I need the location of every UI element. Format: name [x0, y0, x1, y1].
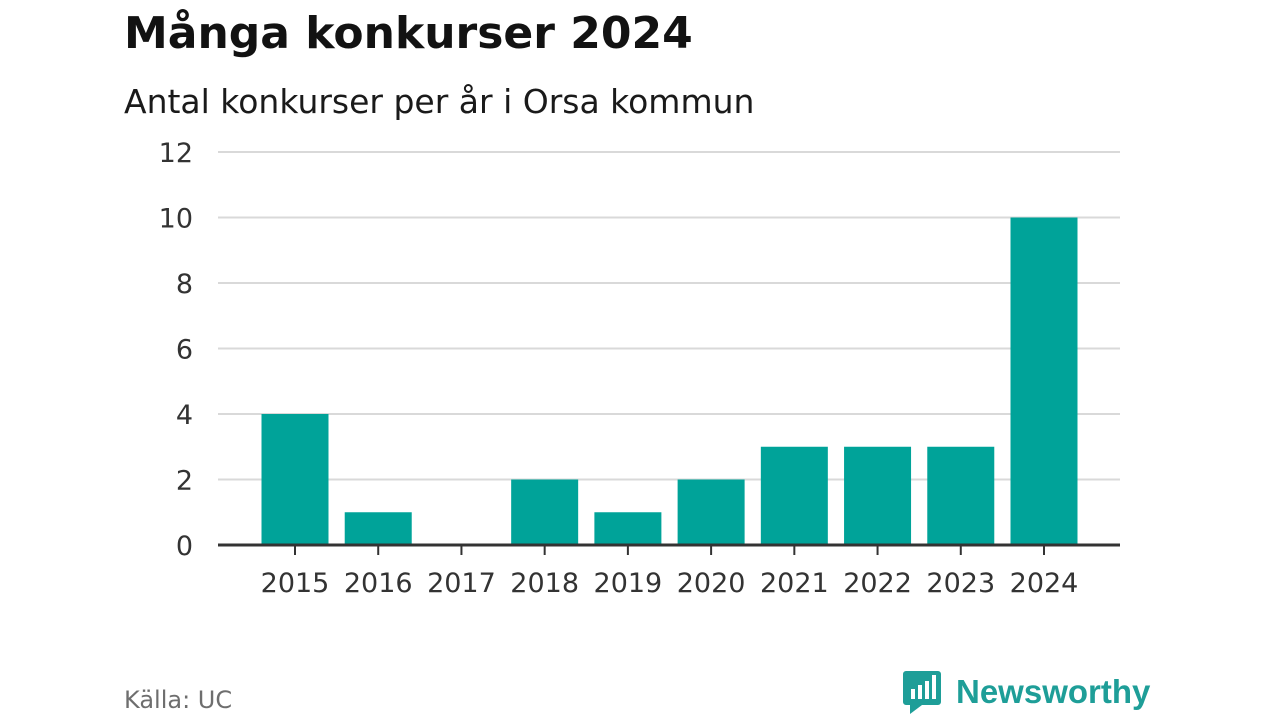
- y-tick-label: 10: [159, 204, 193, 235]
- bar-2018: [511, 479, 579, 545]
- bars: [261, 217, 1078, 545]
- y-tick-label: 6: [176, 335, 193, 366]
- bar-2024: [1010, 217, 1078, 545]
- x-tick-label: 2022: [843, 568, 912, 599]
- x-axis-ticks: 2015 2016 2017 2018 2019 2020 2021 2022 2023 2024: [261, 568, 1079, 599]
- x-tick-label: 2021: [760, 568, 829, 599]
- x-tick-label: 2020: [677, 568, 746, 599]
- x-tick-label: 2023: [926, 568, 995, 599]
- y-tick-label: 8: [176, 269, 193, 300]
- chart-title: Många konkurser 2024: [124, 8, 693, 59]
- x-tick-label: 2015: [261, 568, 330, 599]
- x-tick-label: 2016: [344, 568, 413, 599]
- x-tick-label: 2018: [510, 568, 579, 599]
- y-tick-label: 4: [176, 400, 193, 431]
- bar-2021: [760, 446, 828, 545]
- x-axis: [218, 543, 1120, 555]
- y-tick-label: 0: [176, 531, 193, 562]
- newsworthy-logo-icon: [903, 671, 941, 714]
- y-axis-ticks: 0 2 4 6 8 10 12: [159, 138, 193, 562]
- bar-2023: [927, 446, 995, 545]
- x-tick-label: 2024: [1010, 568, 1079, 599]
- brand: Newsworthy: [902, 670, 1150, 714]
- brand-name: Newsworthy: [956, 673, 1151, 710]
- y-tick-label: 2: [176, 466, 193, 497]
- bar-2022: [844, 446, 912, 545]
- bar-2016: [344, 512, 412, 545]
- x-tick-label: 2017: [427, 568, 496, 599]
- bar-2015: [261, 414, 329, 545]
- y-tick-label: 12: [159, 138, 193, 169]
- bar-2020: [677, 479, 745, 545]
- source-note: Källa: UC: [124, 686, 233, 714]
- chart-subtitle: Antal konkurser per år i Orsa kommun: [124, 82, 755, 121]
- gridlines: [218, 151, 1120, 481]
- bar-2019: [594, 512, 662, 545]
- x-tick-label: 2019: [594, 568, 663, 599]
